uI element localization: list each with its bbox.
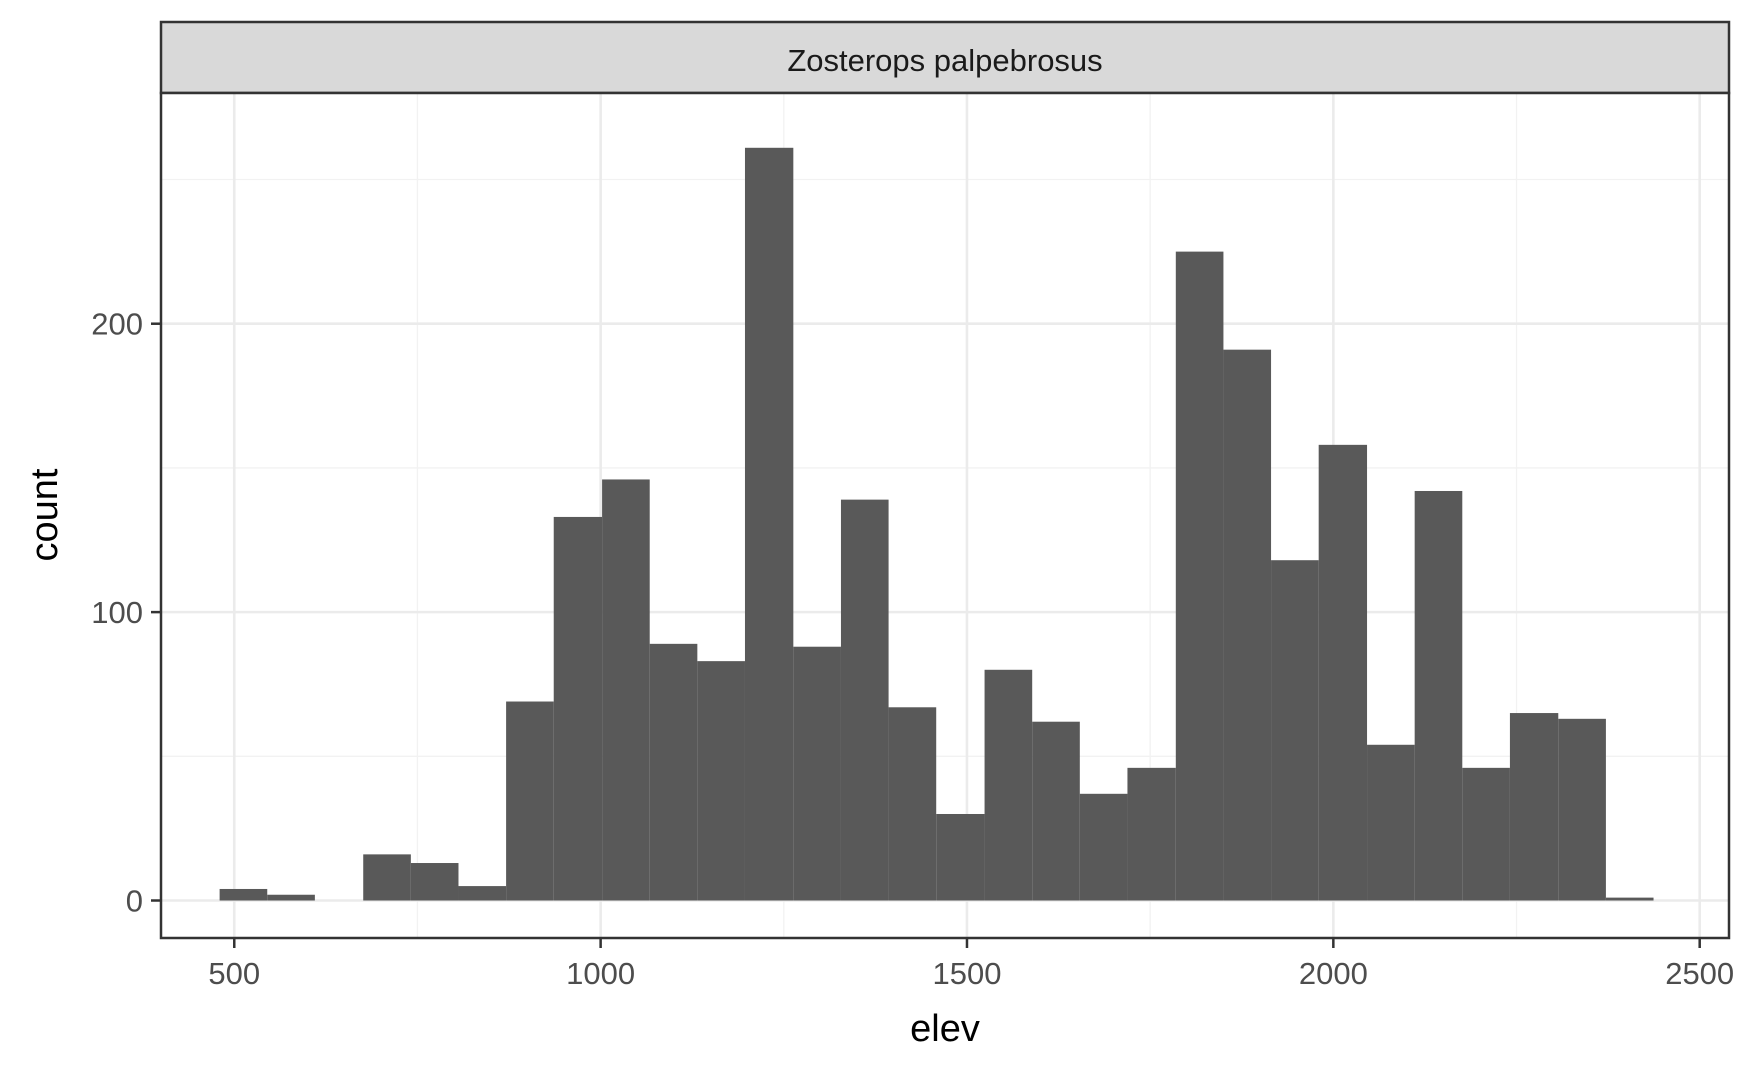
- histogram-bar: [888, 707, 937, 901]
- histogram-bar: [1079, 793, 1128, 901]
- histogram-bar: [1032, 721, 1080, 901]
- histogram-bar: [1605, 897, 1654, 901]
- histogram-bar: [649, 643, 698, 901]
- histogram-bar: [1462, 767, 1510, 901]
- x-tick-label: 1000: [566, 956, 635, 991]
- histogram-bar: [936, 813, 985, 901]
- x-tick-label: 2000: [1299, 956, 1368, 991]
- histogram-bar: [1271, 560, 1319, 901]
- histogram-bar: [267, 894, 315, 901]
- histogram-bar: [1318, 444, 1368, 901]
- histogram-bar: [744, 147, 794, 901]
- x-tick-label: 1500: [932, 956, 1001, 991]
- histogram-bar: [602, 479, 650, 901]
- y-tick-label: 200: [91, 307, 143, 342]
- histogram-bar: [506, 701, 554, 901]
- histogram-bar: [410, 863, 459, 901]
- histogram-bar: [697, 661, 745, 901]
- plot-panel: [159, 91, 1731, 940]
- histogram-bar: [1223, 349, 1272, 901]
- histogram-bar: [1175, 251, 1224, 901]
- panel-border: [159, 91, 1731, 940]
- x-tick-label: 2500: [1665, 956, 1734, 991]
- histogram-bar: [1127, 767, 1176, 901]
- histogram-bar: [1367, 744, 1415, 901]
- histogram-bar: [458, 886, 507, 901]
- histogram-bar: [363, 854, 411, 901]
- facet-strip: Zosterops palpebrosus: [159, 20, 1731, 95]
- y-tick-label: 0: [126, 884, 143, 919]
- histogram-bar: [1509, 713, 1559, 901]
- y-tick-label: 100: [91, 595, 143, 630]
- histogram-bar: [984, 669, 1033, 901]
- x-axis: 500 1000 1500 2000 2500: [208, 938, 1734, 991]
- facet-strip-background: [159, 20, 1731, 95]
- histogram-bar: [219, 888, 268, 901]
- y-axis: 0 100 200: [91, 307, 161, 919]
- histogram-bar: [1414, 490, 1463, 901]
- histogram-bar: [553, 516, 603, 901]
- facet-strip-label: Zosterops palpebrosus: [787, 43, 1102, 78]
- x-axis-title: elev: [910, 1008, 980, 1050]
- histogram-bars: [219, 147, 1654, 901]
- histogram-bar: [840, 499, 889, 901]
- histogram-bar: [793, 646, 841, 901]
- x-tick-label: 500: [208, 956, 260, 991]
- y-axis-title: count: [24, 468, 66, 561]
- histogram-bar: [1558, 718, 1606, 901]
